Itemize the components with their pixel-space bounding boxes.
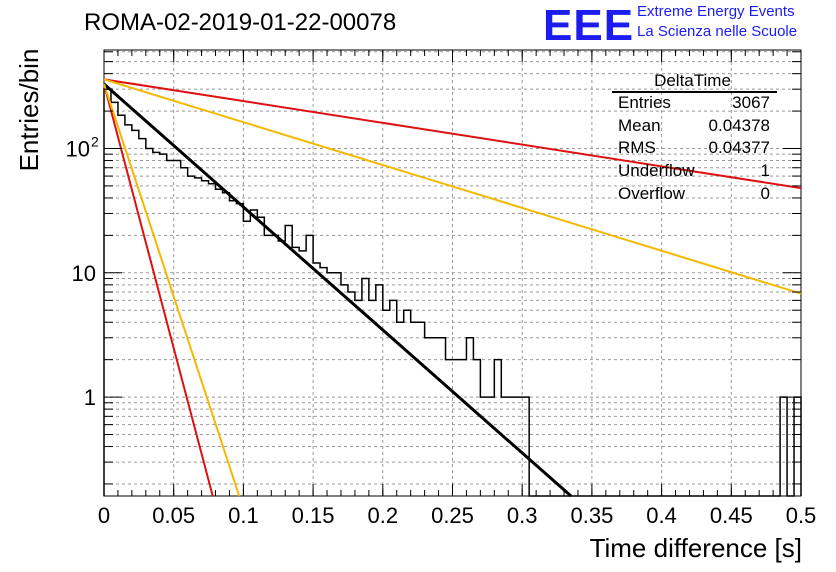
fit-curve — [103, 78, 802, 295]
stat-row-underflow: Underflow 1 — [618, 161, 770, 183]
stat-value: 0.04377 — [708, 138, 770, 157]
stat-row-mean: Mean 0.04378 — [618, 116, 770, 138]
x-tick-label: 0.25 — [431, 503, 474, 528]
stat-row-rms: RMS 0.04377 — [618, 138, 770, 160]
fit-curve — [103, 82, 572, 498]
x-tick-label: 0.1 — [228, 503, 259, 528]
x-tick-label: 0.15 — [292, 503, 335, 528]
histogram-outline — [103, 88, 802, 497]
y-tick-label: 10 — [66, 136, 90, 161]
x-tick-label: 0.35 — [570, 503, 613, 528]
stat-row-entries: Entries 3067 — [618, 93, 770, 115]
y-axis-label: Entries/bin — [14, 48, 44, 172]
y-tick-label-exponent: 2 — [91, 133, 99, 149]
logo-subtitle-2: La Scienza nelle Scuole — [637, 23, 798, 40]
stat-value: 0 — [760, 184, 770, 203]
x-axis-label: Time difference [s] — [589, 533, 802, 563]
stat-value: 1 — [760, 161, 770, 180]
eee-logo: EEE — [543, 1, 635, 50]
x-tick-label: 0.05 — [152, 503, 195, 528]
x-tick-label: 0.4 — [646, 503, 677, 528]
histogram-bars — [103, 88, 802, 497]
x-tick-label: 0.5 — [786, 503, 817, 528]
stat-key: RMS — [618, 138, 656, 157]
stat-key: Entries — [618, 93, 671, 112]
stat-value: 3067 — [732, 93, 770, 112]
x-tick-label: 0.3 — [507, 503, 538, 528]
x-tick-label: 0.2 — [368, 503, 399, 528]
stats-divider — [612, 91, 777, 93]
stat-row-overflow: Overflow 0 — [618, 184, 770, 206]
stats-title: DeltaTime — [654, 71, 731, 90]
stat-key: Mean — [618, 116, 661, 135]
fit-curves — [103, 78, 802, 498]
y-tick-label: 10 — [72, 261, 96, 286]
x-tick-label: 0 — [98, 503, 110, 528]
fit-curve — [103, 83, 241, 497]
stat-value: 0.04378 — [708, 116, 770, 135]
y-tick-label: 1 — [84, 385, 96, 410]
logo-subtitle-1: Extreme Energy Events — [637, 3, 795, 20]
stat-key: Underflow — [618, 161, 695, 180]
x-tick-label: 0.45 — [710, 503, 753, 528]
axis-ticks: 0 0.05 0.1 0.15 0.2 0.25 0.3 0.35 0.4 0.45 0.51101… — [66, 50, 817, 528]
page-title: ROMA-02-2019-01-22-00078 — [84, 9, 397, 36]
stats-box: DeltaTime Entries 3067 Mean 0.04378 RMS … — [610, 70, 777, 210]
stat-key: Overflow — [618, 184, 686, 203]
fit-curve — [103, 83, 214, 497]
fit-curve — [103, 78, 802, 190]
